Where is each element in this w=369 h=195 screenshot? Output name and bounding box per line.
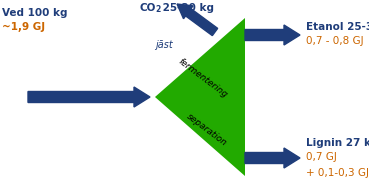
FancyArrow shape — [245, 148, 300, 168]
Text: jāst: jāst — [155, 40, 173, 50]
FancyArrow shape — [177, 4, 218, 36]
Text: 0,7 - 0,8 GJ: 0,7 - 0,8 GJ — [306, 36, 363, 46]
Text: Etanol 25-30 kg: Etanol 25-30 kg — [306, 22, 369, 32]
Text: CO: CO — [140, 3, 156, 13]
FancyArrow shape — [28, 87, 150, 107]
Text: 2: 2 — [155, 5, 160, 14]
Text: fermentering: fermentering — [177, 57, 229, 99]
Text: 0,7 GJ: 0,7 GJ — [306, 152, 337, 162]
Text: Ved 100 kg: Ved 100 kg — [2, 8, 68, 18]
Text: + 0,1-0,3 GJ: + 0,1-0,3 GJ — [306, 168, 369, 178]
Polygon shape — [155, 18, 245, 176]
Text: ~1,9 GJ: ~1,9 GJ — [2, 22, 45, 32]
Text: separation: separation — [185, 112, 229, 148]
Text: 25-30 kg: 25-30 kg — [159, 3, 214, 13]
Text: Lignin 27 kg: Lignin 27 kg — [306, 138, 369, 148]
FancyArrow shape — [245, 25, 300, 45]
